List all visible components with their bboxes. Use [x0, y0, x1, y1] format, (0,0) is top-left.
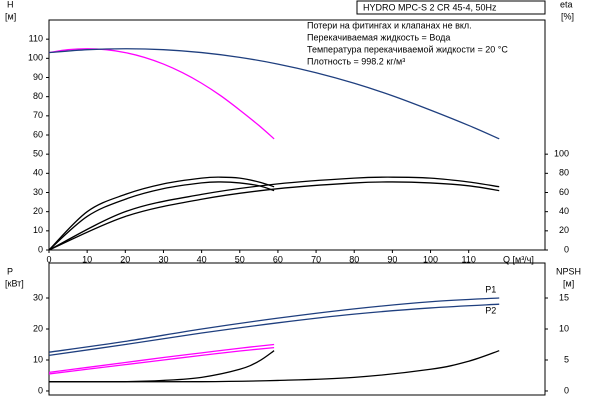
- x-axis-label: Q [м³/ч]: [503, 254, 534, 264]
- axis-label: eta: [560, 0, 573, 9]
- x-tick-label: 60: [273, 254, 283, 264]
- axis-unit: [м]: [563, 278, 574, 288]
- axis-label: P: [7, 266, 13, 276]
- annotation: Температура перекачиваемой жидкости = 20…: [307, 44, 508, 54]
- annotation: Перекачиваемая жидкость = Вода: [307, 32, 450, 42]
- x-tick-label: 0: [46, 254, 51, 264]
- y-tick-label: 50: [33, 149, 43, 159]
- title-box: [356, 0, 546, 15]
- chart-title: HYDRO MPC-S 2 CR 45-4, 50Hz: [363, 2, 497, 12]
- plot-frame: [48, 19, 546, 251]
- y-tick-label: 60: [33, 129, 43, 139]
- axis-unit: [%]: [561, 11, 574, 21]
- axis-label: NPSH: [556, 266, 581, 276]
- y2-tick-label: 20: [559, 225, 569, 235]
- x-tick-label: 50: [235, 254, 245, 264]
- y-tick-label: 30: [33, 292, 43, 302]
- y2-tick-label: 60: [559, 187, 569, 197]
- axis-unit: [кВт]: [5, 278, 24, 288]
- y2-tick-label: 40: [559, 206, 569, 216]
- series-label: P2: [485, 306, 496, 316]
- y-tick-label: 70: [33, 110, 43, 120]
- x-tick-label: 40: [197, 254, 207, 264]
- curve: [48, 350, 275, 383]
- y-tick-label: 10: [33, 354, 43, 364]
- curve: [48, 48, 275, 140]
- x-tick-label: 10: [82, 254, 92, 264]
- axis-unit: [м]: [5, 11, 16, 21]
- y-tick-label: 0: [38, 244, 43, 254]
- curve: [48, 48, 500, 140]
- x-tick-label: 110: [462, 254, 476, 264]
- y2-tick-label: 5: [564, 354, 569, 364]
- curve: [48, 176, 500, 251]
- axis-label: H: [7, 0, 14, 9]
- curve: [48, 350, 500, 383]
- y-tick-label: 110: [29, 34, 43, 44]
- x-tick-label: 90: [387, 254, 397, 264]
- x-tick-label: 80: [349, 254, 359, 264]
- x-tick-label: 100: [423, 254, 438, 264]
- curve: [48, 303, 500, 356]
- annotation: Потери на фитингах и клапанах не вкл.: [307, 20, 472, 30]
- series-label: P1: [485, 284, 496, 294]
- curve: [48, 181, 500, 251]
- y-tick-label: 80: [33, 91, 43, 101]
- annotation: Плотность = 998.2 кг/м³: [307, 56, 405, 66]
- y-tick-label: 100: [28, 53, 43, 63]
- x-tick-label: 30: [158, 254, 168, 264]
- y2-tick-label: 80: [559, 168, 569, 178]
- curve: [48, 343, 275, 374]
- y2-tick-label: 15: [559, 292, 569, 302]
- y2-tick-label: 0: [564, 244, 569, 254]
- curve: [48, 181, 275, 251]
- y-tick-label: 10: [33, 225, 43, 235]
- y-tick-label: 30: [33, 187, 43, 197]
- curve: [48, 176, 275, 251]
- x-tick-label: 20: [120, 254, 130, 264]
- y-tick-label: 20: [33, 323, 43, 333]
- y-tick-label: 90: [33, 72, 43, 82]
- y-tick-label: 20: [33, 206, 43, 216]
- y2-tick-label: 100: [554, 149, 569, 159]
- x-tick-label: 70: [311, 254, 321, 264]
- y-tick-label: 0: [38, 385, 43, 395]
- y2-tick-label: 0: [564, 385, 569, 395]
- y2-tick-label: 10: [559, 323, 569, 333]
- plot-frame: [48, 262, 546, 396]
- curve: [48, 297, 500, 353]
- y-tick-label: 40: [33, 168, 43, 178]
- curve: [48, 346, 275, 375]
